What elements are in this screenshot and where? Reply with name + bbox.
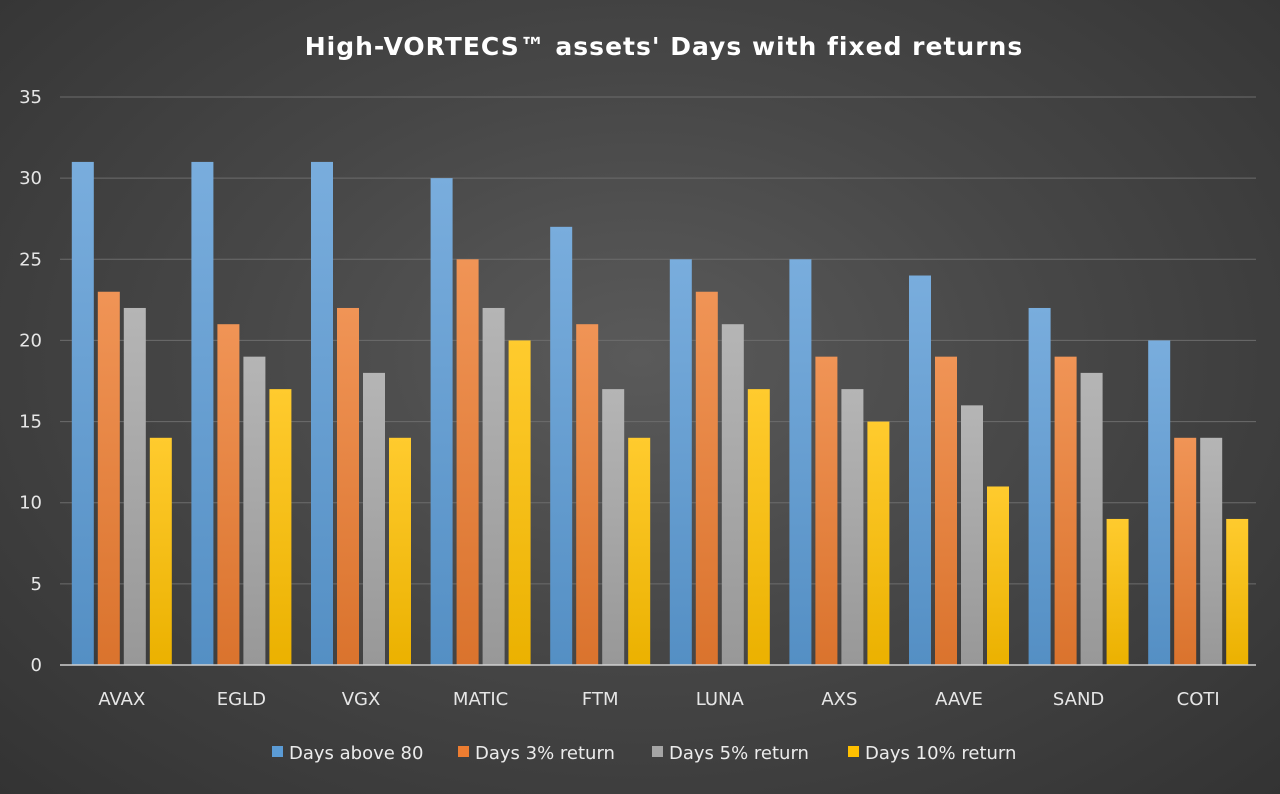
y-tick-label: 30 [19,168,42,189]
x-tick-label: LUNA [696,689,745,710]
bar-avax-series-3 [123,307,146,665]
bar-ftm-series-3 [602,389,625,665]
bar-avax-series-2 [97,291,120,665]
bar-axs-series-2 [815,356,838,665]
x-axis-ticks: AVAX EGLD VGX MATIC FTM LUNA AXS AAVE SAND COTI [98,689,1219,710]
bar-egld-series-2 [217,324,240,665]
bar-luna-series-3 [721,324,744,665]
bar-coti-series-1 [1148,340,1171,665]
chart-title: High-VORTECS™ assets' Days with fixed re… [305,32,1023,61]
y-tick-label: 5 [31,574,42,595]
bar-ftm-series-2 [576,324,599,665]
bar-sand-series-4 [1106,518,1129,665]
bar-luna-series-1 [669,259,692,665]
legend: Days above 80 Days 3% return Days 5% retur… [272,743,1016,764]
y-tick-label: 25 [19,249,42,270]
legend-swatch [458,746,469,757]
bar-aave-series-3 [961,405,983,665]
x-tick-label: AAVE [935,689,983,710]
legend-label: Days 5% return [669,743,809,764]
y-tick-label: 20 [19,330,42,351]
bar-avax-series-1 [71,161,94,665]
x-tick-label: FTM [582,689,619,710]
bar-coti-series-4 [1226,518,1249,665]
bar-aave-series-2 [935,356,957,665]
legend-label: Days 3% return [475,743,615,764]
x-tick-label: COTI [1177,689,1220,710]
x-tick-label: AXS [821,689,857,710]
bar-vgx-series-2 [337,307,359,665]
bar-sand-series-1 [1028,307,1051,665]
bar-luna-series-4 [747,389,770,665]
bar-ftm-series-4 [628,437,651,665]
legend-swatch [848,746,859,757]
bar-egld-series-3 [243,356,266,665]
x-tick-label: EGLD [217,689,266,710]
bars [71,161,1249,666]
bar-vgx-series-1 [311,161,333,665]
bar-egld-series-4 [269,389,292,665]
bar-sand-series-3 [1080,372,1103,665]
legend-label: Days 10% return [865,743,1016,764]
legend-label: Days above 80 [289,743,423,764]
bar-avax-series-4 [149,437,172,665]
legend-swatch [652,746,663,757]
y-tick-label: 0 [31,655,42,676]
y-tick-label: 15 [19,412,42,433]
x-tick-label: AVAX [98,689,145,710]
bar-matic-series-2 [456,259,479,665]
bar-egld-series-1 [191,161,214,665]
x-tick-label: MATIC [453,689,508,710]
bar-matic-series-1 [430,178,453,665]
bar-axs-series-1 [789,259,812,665]
x-tick-label: SAND [1053,689,1104,710]
bar-sand-series-2 [1054,356,1077,665]
bar-matic-series-3 [482,307,505,665]
x-tick-label: VGX [342,689,381,710]
bar-coti-series-3 [1200,437,1223,665]
bar-vgx-series-4 [389,437,411,665]
bar-coti-series-2 [1174,437,1197,665]
bar-axs-series-4 [867,421,890,665]
bar-matic-series-4 [508,340,531,665]
bar-vgx-series-3 [363,372,385,665]
y-tick-label: 35 [19,87,42,108]
y-axis-ticks: 0 5 10 15 20 25 30 35 [19,87,42,676]
bar-ftm-series-1 [550,226,573,666]
legend-swatch [272,746,283,757]
bar-aave-series-1 [909,275,931,665]
bar-luna-series-2 [695,291,718,665]
y-tick-label: 10 [19,493,42,514]
bar-aave-series-4 [987,486,1009,665]
bar-axs-series-3 [841,389,864,665]
